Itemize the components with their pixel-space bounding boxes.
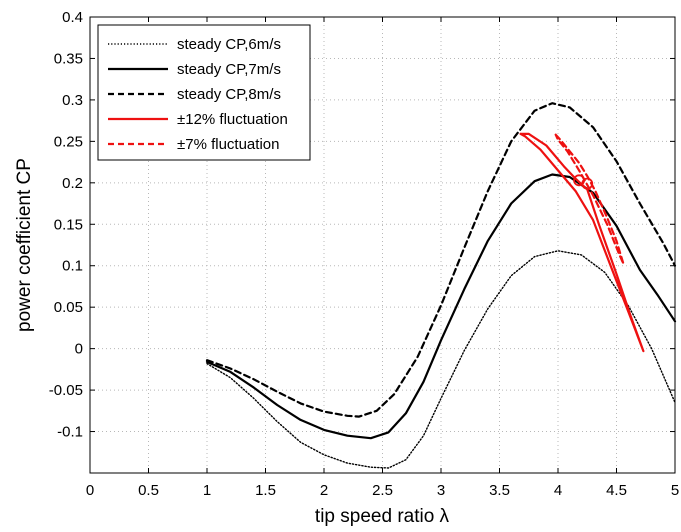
x-tick-label: 5 — [671, 482, 679, 499]
x-tick-label: 2 — [320, 482, 328, 499]
y-tick-label: 0.25 — [54, 133, 83, 150]
y-tick-label: -0.1 — [57, 424, 83, 441]
y-tick-label: 0.4 — [62, 9, 83, 26]
x-tick-label: 0 — [86, 482, 94, 499]
x-tick-label: 4.5 — [606, 482, 627, 499]
legend-label-4: ±7% fluctuation — [177, 136, 279, 153]
x-tick-label: 3.5 — [489, 482, 510, 499]
y-tick-label: 0.35 — [54, 50, 83, 67]
series-line-3 — [519, 132, 645, 353]
legend-label-1: steady CP,7m/s — [177, 61, 281, 78]
series-line-0 — [206, 250, 676, 469]
legend-box — [97, 24, 311, 161]
tick-layer: 0 0.5 1 1.5 2 2.5 3 3.5 4 4.5 5 -0.1 -0.05 0 0.05 0.1 0.… — [49, 9, 679, 499]
legend-label-0: steady CP,6m/s — [177, 36, 281, 53]
x-tick-label: 1 — [203, 482, 211, 499]
x-tick-label: 4 — [554, 482, 562, 499]
y-tick-label: 0.1 — [62, 258, 83, 275]
x-tick-label: 1.5 — [255, 482, 276, 499]
series-line-2 — [205, 102, 677, 418]
x-tick-label: 3 — [437, 482, 445, 499]
x-tick-label: 2.5 — [372, 482, 393, 499]
legend-label-2: steady CP,8m/s — [177, 86, 281, 103]
y-tick-label: 0.2 — [62, 175, 83, 192]
y-tick-label: -0.05 — [49, 382, 83, 399]
legend-label-3: ±12% fluctuation — [177, 111, 288, 128]
y-tick-label: 0.05 — [54, 299, 83, 316]
series-layer — [205, 102, 677, 469]
series-line-4 — [554, 133, 625, 266]
legend: steady CP,6m/s steady CP,7m/s steady CP,8m… — [97, 24, 311, 161]
marker-circle-1 — [581, 177, 594, 190]
y-tick-label: 0 — [75, 341, 83, 358]
x-axis-title: tip speed ratio λ — [315, 506, 450, 527]
y-tick-label: 0.15 — [54, 216, 83, 233]
y-axis-title: power coefficient CP — [14, 158, 35, 332]
x-tick-label: 0.5 — [138, 482, 159, 499]
y-tick-label: 0.3 — [62, 92, 83, 109]
